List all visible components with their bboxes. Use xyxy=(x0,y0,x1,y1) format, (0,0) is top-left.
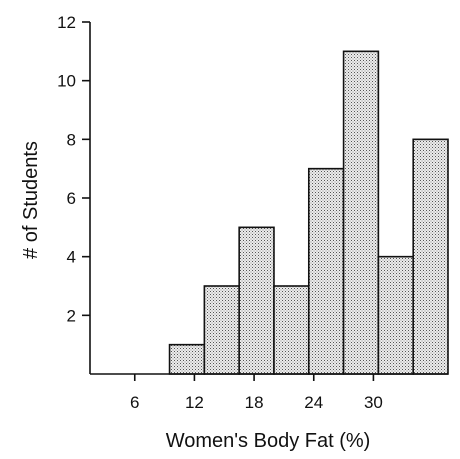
histogram-bar-4 xyxy=(273,285,310,375)
y-tick-label: 2 xyxy=(67,306,76,325)
x-axis: 6 12 18 24 30 xyxy=(90,373,448,412)
histogram-bar-1 xyxy=(168,343,206,375)
histogram-bar-2 xyxy=(203,285,240,375)
y-tick-label: 12 xyxy=(57,13,76,32)
x-tick-label: 6 xyxy=(130,393,139,412)
y-tick-label: 6 xyxy=(67,189,76,208)
y-tick-label: 8 xyxy=(67,130,76,149)
x-tick-label: 24 xyxy=(304,393,323,412)
x-tick-label: 30 xyxy=(364,393,383,412)
y-axis-title: # of Students xyxy=(20,141,42,259)
x-tick-label: 12 xyxy=(185,393,204,412)
histogram-bar-3 xyxy=(238,226,275,375)
x-tick-label: 18 xyxy=(245,393,264,412)
histogram-bar-6 xyxy=(342,50,380,375)
histogram-bar-8 xyxy=(412,138,449,375)
histogram-bar-7 xyxy=(377,255,414,375)
y-axis: 2 4 6 8 10 12 xyxy=(57,13,91,374)
y-tick-label: 10 xyxy=(57,72,76,91)
x-axis-title: Women's Body Fat (%) xyxy=(166,430,371,452)
histogram-bar-5 xyxy=(307,167,345,375)
y-tick-label: 4 xyxy=(67,248,76,267)
histogram-bars xyxy=(168,50,449,375)
